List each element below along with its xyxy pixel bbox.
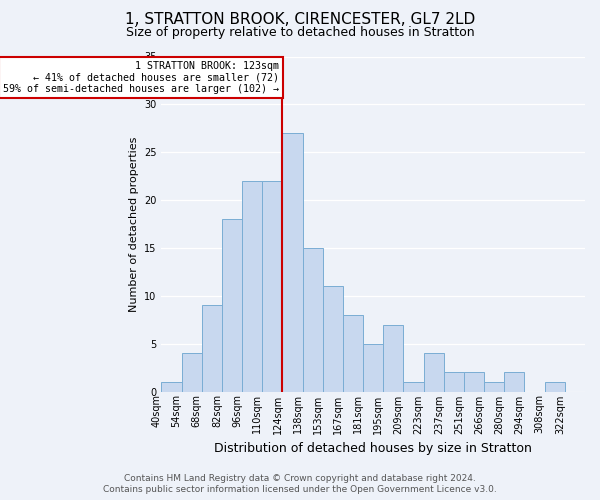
Bar (403, 382, 424, 392)
Text: Size of property relative to detached houses in Stratton: Size of property relative to detached ho… (125, 26, 475, 39)
Bar (283, 133, 302, 392)
Bar (363, 344, 383, 392)
Bar (202, 306, 222, 392)
Text: Contains HM Land Registry data © Crown copyright and database right 2024.
Contai: Contains HM Land Registry data © Crown c… (103, 474, 497, 494)
Bar (323, 286, 343, 392)
Bar (302, 248, 323, 392)
Bar (161, 382, 182, 392)
X-axis label: Distribution of detached houses by size in Stratton: Distribution of detached houses by size … (214, 442, 532, 455)
Bar (343, 315, 363, 392)
Bar (222, 219, 242, 392)
Bar (464, 372, 484, 392)
Bar (383, 324, 403, 392)
Bar (242, 181, 262, 392)
Text: 1 STRATTON BROOK: 123sqm
← 41% of detached houses are smaller (72)
59% of semi-d: 1 STRATTON BROOK: 123sqm ← 41% of detach… (4, 62, 280, 94)
Bar (484, 382, 505, 392)
Bar (424, 353, 444, 392)
Bar (545, 382, 565, 392)
Bar (262, 181, 283, 392)
Bar (444, 372, 464, 392)
Y-axis label: Number of detached properties: Number of detached properties (128, 136, 139, 312)
Bar (505, 372, 524, 392)
Bar (182, 353, 202, 392)
Text: 1, STRATTON BROOK, CIRENCESTER, GL7 2LD: 1, STRATTON BROOK, CIRENCESTER, GL7 2LD (125, 12, 475, 28)
